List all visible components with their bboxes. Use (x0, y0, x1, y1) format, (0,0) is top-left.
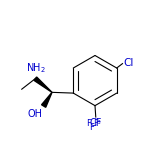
Text: F: F (89, 123, 94, 132)
Polygon shape (41, 92, 52, 107)
Text: Cl: Cl (123, 58, 134, 68)
Text: NH$_2$: NH$_2$ (26, 62, 46, 75)
Text: OH: OH (27, 109, 42, 119)
Text: $_3$: $_3$ (96, 118, 102, 127)
Polygon shape (34, 77, 52, 92)
Text: CF: CF (90, 118, 102, 128)
Text: F: F (86, 119, 91, 128)
Text: F: F (93, 119, 98, 128)
